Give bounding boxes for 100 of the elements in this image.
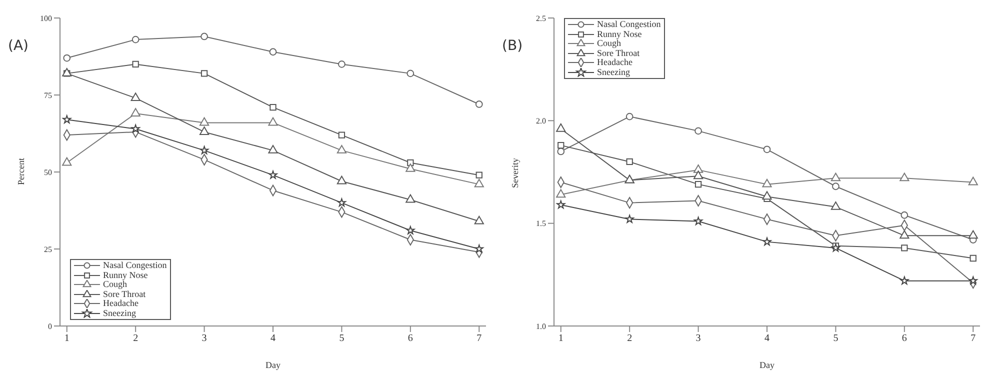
point — [763, 146, 771, 154]
x-tick-label: 5 — [339, 333, 344, 344]
x-tick-label: 7 — [970, 333, 976, 344]
point — [130, 108, 140, 116]
point — [406, 163, 416, 172]
point — [130, 92, 140, 102]
point — [694, 127, 702, 135]
point — [270, 104, 276, 111]
x-tick-label: 5 — [833, 333, 838, 344]
point — [474, 244, 484, 253]
point — [268, 117, 278, 126]
x-tick-label: 2 — [627, 333, 632, 344]
legend-label: Headache — [597, 57, 632, 68]
point — [557, 148, 565, 156]
y-tick-label: 2.5 — [536, 14, 546, 23]
point — [830, 201, 841, 210]
point — [336, 176, 347, 184]
point — [268, 170, 278, 179]
point — [900, 230, 910, 239]
legend-label: Sneezing — [597, 66, 630, 77]
y-tick-label: 0 — [48, 322, 52, 331]
point — [830, 172, 841, 182]
x-tick-label: 7 — [476, 333, 482, 344]
point — [626, 112, 634, 120]
y-tick-label: 100 — [40, 14, 52, 23]
point — [626, 158, 633, 166]
point — [762, 237, 772, 246]
point — [900, 276, 909, 285]
point — [200, 146, 209, 154]
point — [762, 191, 772, 200]
point — [556, 200, 566, 209]
point — [336, 144, 347, 154]
point — [558, 142, 564, 149]
point — [199, 117, 210, 126]
legend-label: Nasal Congestion — [103, 260, 167, 270]
legend-label: Cough — [597, 38, 622, 48]
point — [62, 157, 72, 166]
point — [63, 54, 71, 62]
point — [556, 189, 566, 198]
legend-label: Sneezing — [103, 308, 136, 318]
x-tick-label: 2 — [133, 333, 138, 344]
point — [968, 276, 978, 285]
point — [268, 144, 278, 154]
y-tick-label: 50 — [44, 168, 52, 177]
point — [693, 170, 704, 180]
point — [475, 100, 483, 108]
x-tick-label: 6 — [408, 333, 413, 344]
point — [968, 176, 978, 186]
point — [968, 230, 978, 239]
point — [900, 211, 908, 219]
point — [831, 243, 840, 252]
point — [474, 178, 484, 188]
point — [694, 216, 703, 226]
legend-label: Nasal Congestion — [597, 19, 661, 30]
legend-label: Headache — [103, 298, 138, 308]
y-tick-label: 1.5 — [536, 219, 546, 228]
point — [199, 126, 210, 135]
x-tick-label: 4 — [270, 333, 276, 344]
point — [200, 32, 208, 40]
point — [406, 70, 414, 78]
text: (B) — [502, 38, 523, 54]
point — [406, 226, 415, 234]
point — [200, 70, 208, 77]
legend-label: Runny Nose — [597, 28, 642, 39]
y-tick-label: 25 — [44, 244, 52, 254]
x-tick-label: 3 — [202, 333, 207, 344]
point — [900, 172, 910, 182]
point — [337, 198, 346, 207]
legend-label: Runny Nose — [103, 270, 148, 280]
x-tick-label: 6 — [902, 333, 907, 344]
point — [762, 178, 772, 188]
point — [625, 214, 634, 223]
x-axis-title: Day — [760, 360, 775, 370]
y-axis-title: Percent — [16, 158, 26, 185]
point — [832, 182, 840, 190]
text: (A) — [8, 38, 29, 54]
point — [556, 123, 566, 132]
point — [476, 172, 482, 178]
point — [474, 216, 484, 224]
point — [132, 36, 140, 44]
point — [338, 132, 346, 138]
point — [970, 254, 976, 262]
legend-label: Sore Throat — [597, 48, 640, 58]
point — [132, 60, 139, 68]
y-tick-label: 75 — [44, 90, 52, 100]
legend-label: Sore Throat — [103, 288, 146, 299]
y-tick-label: 1.0 — [536, 322, 546, 331]
point — [406, 194, 416, 203]
legend-label: Cough — [103, 279, 128, 290]
x-tick-label: 1 — [64, 333, 70, 344]
point — [269, 48, 277, 56]
point — [131, 124, 140, 133]
point — [62, 115, 72, 124]
point — [338, 60, 346, 68]
point — [62, 68, 72, 76]
point — [694, 180, 702, 188]
x-axis-title: Day — [266, 360, 281, 370]
x-tick-label: 3 — [696, 333, 701, 344]
x-tick-label: 4 — [764, 333, 770, 344]
point — [901, 244, 908, 252]
